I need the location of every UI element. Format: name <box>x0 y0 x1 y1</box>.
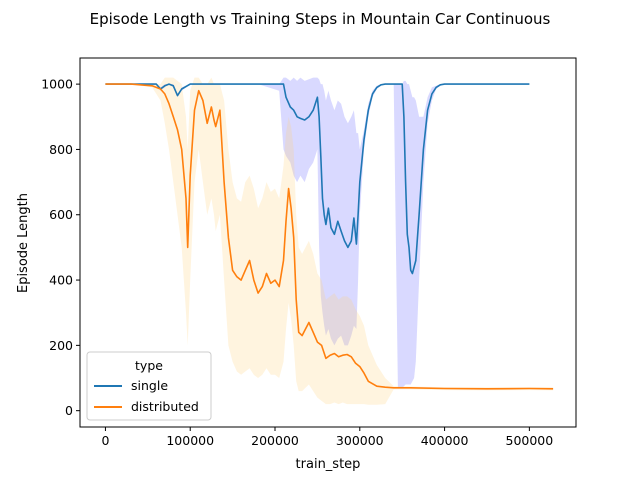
y-tick-label: 400 <box>49 273 73 288</box>
y-tick-label: 1000 <box>41 77 73 92</box>
y-tick-label: 600 <box>49 207 73 222</box>
x-tick-label: 0 <box>101 433 109 448</box>
x-tick-label: 300000 <box>336 433 384 448</box>
legend-title: type <box>135 358 163 373</box>
y-axis-label: Episode Length <box>16 193 31 293</box>
x-tick-label: 100000 <box>166 433 214 448</box>
line-single <box>105 83 530 275</box>
band-distributed <box>105 77 554 405</box>
x-tick-label: 400000 <box>421 433 469 448</box>
plot-area-frame <box>79 57 577 428</box>
legend: type single distributed <box>86 351 212 421</box>
legend-label-single: single <box>131 378 168 393</box>
y-axis-ticks: 0 200 400 600 800 1000 <box>41 77 80 418</box>
y-tick-label: 800 <box>49 142 73 157</box>
y-tick-label: 200 <box>49 338 73 353</box>
y-tick-label: 0 <box>65 403 73 418</box>
legend-box <box>86 351 212 421</box>
x-axis-label: train_step <box>296 457 361 472</box>
line-distributed <box>105 83 554 390</box>
chart-title: Episode Length vs Training Steps in Moun… <box>90 10 551 28</box>
x-axis-ticks: 0 100000 200000 300000 400000 500000 <box>101 427 553 448</box>
legend-label-distributed: distributed <box>131 399 199 414</box>
x-tick-label: 200000 <box>251 433 299 448</box>
series-lines <box>105 83 554 390</box>
x-tick-label: 500000 <box>506 433 554 448</box>
